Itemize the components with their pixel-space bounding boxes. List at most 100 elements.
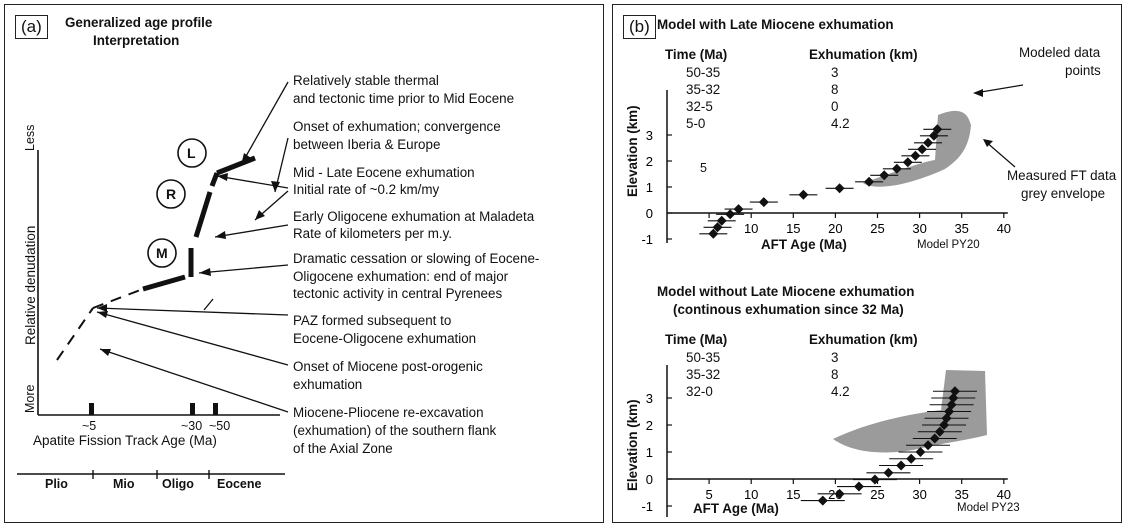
- bottom-x-tick-label: 35: [954, 487, 968, 502]
- top-data-point: [891, 163, 902, 174]
- bottom-data-point: [934, 426, 945, 437]
- x-tick-label-30: ~30: [181, 419, 203, 433]
- top-col-exhumation: Exhumation (km): [809, 47, 918, 62]
- annotation-1-line2: and tectonic time prior to Mid Eocene: [293, 91, 515, 106]
- bottom-data-point: [834, 488, 845, 499]
- top-row-3-time: 32-5: [686, 99, 713, 114]
- top-data-point: [716, 215, 727, 226]
- y-axis-label: Relative denudation: [23, 225, 38, 345]
- annotation-5-line3: tectonic activity in central Pyrenees: [293, 286, 503, 301]
- top-data-point: [708, 228, 719, 239]
- top-row-2-exh: 8: [831, 82, 839, 97]
- arrow-stable: [240, 81, 289, 166]
- arrow-paz: [96, 307, 289, 316]
- bottom-chart-title-line1: Model without Late Miocene exhumation: [657, 284, 915, 299]
- arrowhead: [255, 210, 265, 220]
- profile-segment-m-low: [142, 274, 186, 292]
- y-top-label: Less: [23, 124, 37, 151]
- bottom-data-point: [923, 440, 934, 451]
- top-data-point: [917, 144, 928, 155]
- tick-5: [89, 403, 94, 415]
- top-model-label: Model PY20: [917, 239, 980, 251]
- profile-segment-r: [193, 191, 213, 238]
- profile-dashed-upper: [92, 288, 144, 309]
- epoch-eocene: Eocene: [217, 477, 262, 491]
- profile-segment-r-top: [209, 172, 220, 187]
- top-data-point: [733, 204, 744, 215]
- bottom-row-1-exh: 3: [831, 350, 839, 365]
- top-data-point: [864, 176, 875, 187]
- top-data-point: [923, 137, 934, 148]
- top-x-tick-label: 25: [870, 221, 884, 236]
- top-data-point: [932, 124, 943, 135]
- panel-a-tag: (a): [15, 15, 48, 39]
- x-tick-label-50: ~50: [209, 419, 231, 433]
- top-y-tick-label: 2: [646, 154, 653, 169]
- arrowhead: [217, 173, 228, 181]
- top-x-tick-label: 35: [954, 221, 968, 236]
- top-x-tick-label: 20: [828, 221, 842, 236]
- epoch-plio: Plio: [45, 477, 68, 491]
- top-data-point: [725, 209, 736, 220]
- tick-30: [190, 403, 195, 415]
- y-bottom-label: More: [23, 384, 37, 413]
- arrowhead: [215, 231, 226, 239]
- panel-a: (a) Generalized age profile Interpretati…: [4, 4, 604, 523]
- bottom-x-tick-label: 5: [705, 487, 712, 502]
- annotation-4-line2: Rate of kilometers per m.y.: [293, 226, 453, 241]
- annotation-2-line2: between Iberia & Europe: [293, 137, 441, 152]
- bottom-data-point: [948, 393, 959, 403]
- bottom-col-exhumation: Exhumation (km): [809, 332, 918, 347]
- arrowhead: [100, 349, 111, 356]
- bottom-y-tick-label: 2: [646, 418, 653, 433]
- bottom-x-tick-label: 30: [912, 487, 926, 502]
- bottom-data-point: [949, 386, 960, 397]
- top-row-2-time: 35-32: [686, 82, 721, 97]
- bottom-x-tick-label: 40: [997, 487, 1011, 502]
- bottom-x-axis-label: AFT Age (Ma): [693, 501, 779, 516]
- circle-r: [156, 179, 186, 209]
- bottom-row-2-time: 35-32: [686, 367, 721, 382]
- annotation-6-line2: Eocene-Oligocene exhumation: [293, 331, 477, 346]
- top-data-point: [902, 157, 913, 168]
- top-row-4-exh: 4.2: [831, 116, 850, 131]
- panel-a-diagram: [17, 81, 289, 479]
- circle-r-label: R: [166, 186, 177, 202]
- callout-measured-arrowhead: [983, 139, 993, 147]
- epoch-mio: Mio: [113, 477, 135, 491]
- bottom-model-label: Model PY23: [957, 502, 1020, 514]
- bottom-row-3-exh: 4.2: [831, 384, 850, 399]
- top-data-point: [712, 222, 723, 233]
- tick-50: [213, 403, 218, 415]
- arrow-oligocene: [214, 224, 289, 238]
- callout-modeled-line2: points: [1065, 63, 1101, 78]
- bottom-data-point: [929, 433, 940, 444]
- top-y-tick-label: 1: [646, 180, 653, 195]
- callout-measured-line2: grey envelope: [1021, 186, 1106, 201]
- top-x-tick-label: 15: [786, 221, 800, 236]
- annotation-2-line1: Onset of exhumation; convergence: [293, 119, 501, 134]
- bottom-data-point: [906, 453, 917, 464]
- top-x-axis-label: AFT Age (Ma): [761, 237, 847, 252]
- top-col-time: Time (Ma): [665, 47, 728, 62]
- circle-m-label: M: [156, 245, 168, 261]
- bottom-y-tick-label: 0: [646, 472, 653, 487]
- bottom-row-2-exh: 8: [831, 367, 839, 382]
- bottom-data-point: [817, 495, 828, 506]
- callout-modeled-arrowhead: [973, 89, 983, 97]
- bottom-data-point: [946, 399, 957, 410]
- panel-b-charts: 3210-1101520253035403210-151015202530354…: [641, 84, 1024, 517]
- arrowhead: [271, 181, 280, 192]
- bottom-row-1-time: 50-35: [686, 350, 721, 365]
- annotation-7-line1: Onset of Miocene post-orogenic: [293, 359, 483, 374]
- annotation-4-line1: Early Oligocene exhumation at Maladeta: [293, 209, 535, 224]
- bottom-y-tick-label: 1: [646, 445, 653, 460]
- annotation-3-line1: Mid - Late Eocene exhumation: [293, 165, 475, 180]
- top-data-point: [758, 197, 769, 208]
- top-row-1-time: 50-35: [686, 65, 721, 80]
- arrowhead: [97, 304, 107, 312]
- arrowhead: [241, 153, 251, 165]
- top-data-point: [798, 189, 809, 200]
- bottom-x-tick-label: 15: [786, 487, 800, 502]
- x-axis-label: Apatite Fission Track Age (Ma): [33, 433, 217, 448]
